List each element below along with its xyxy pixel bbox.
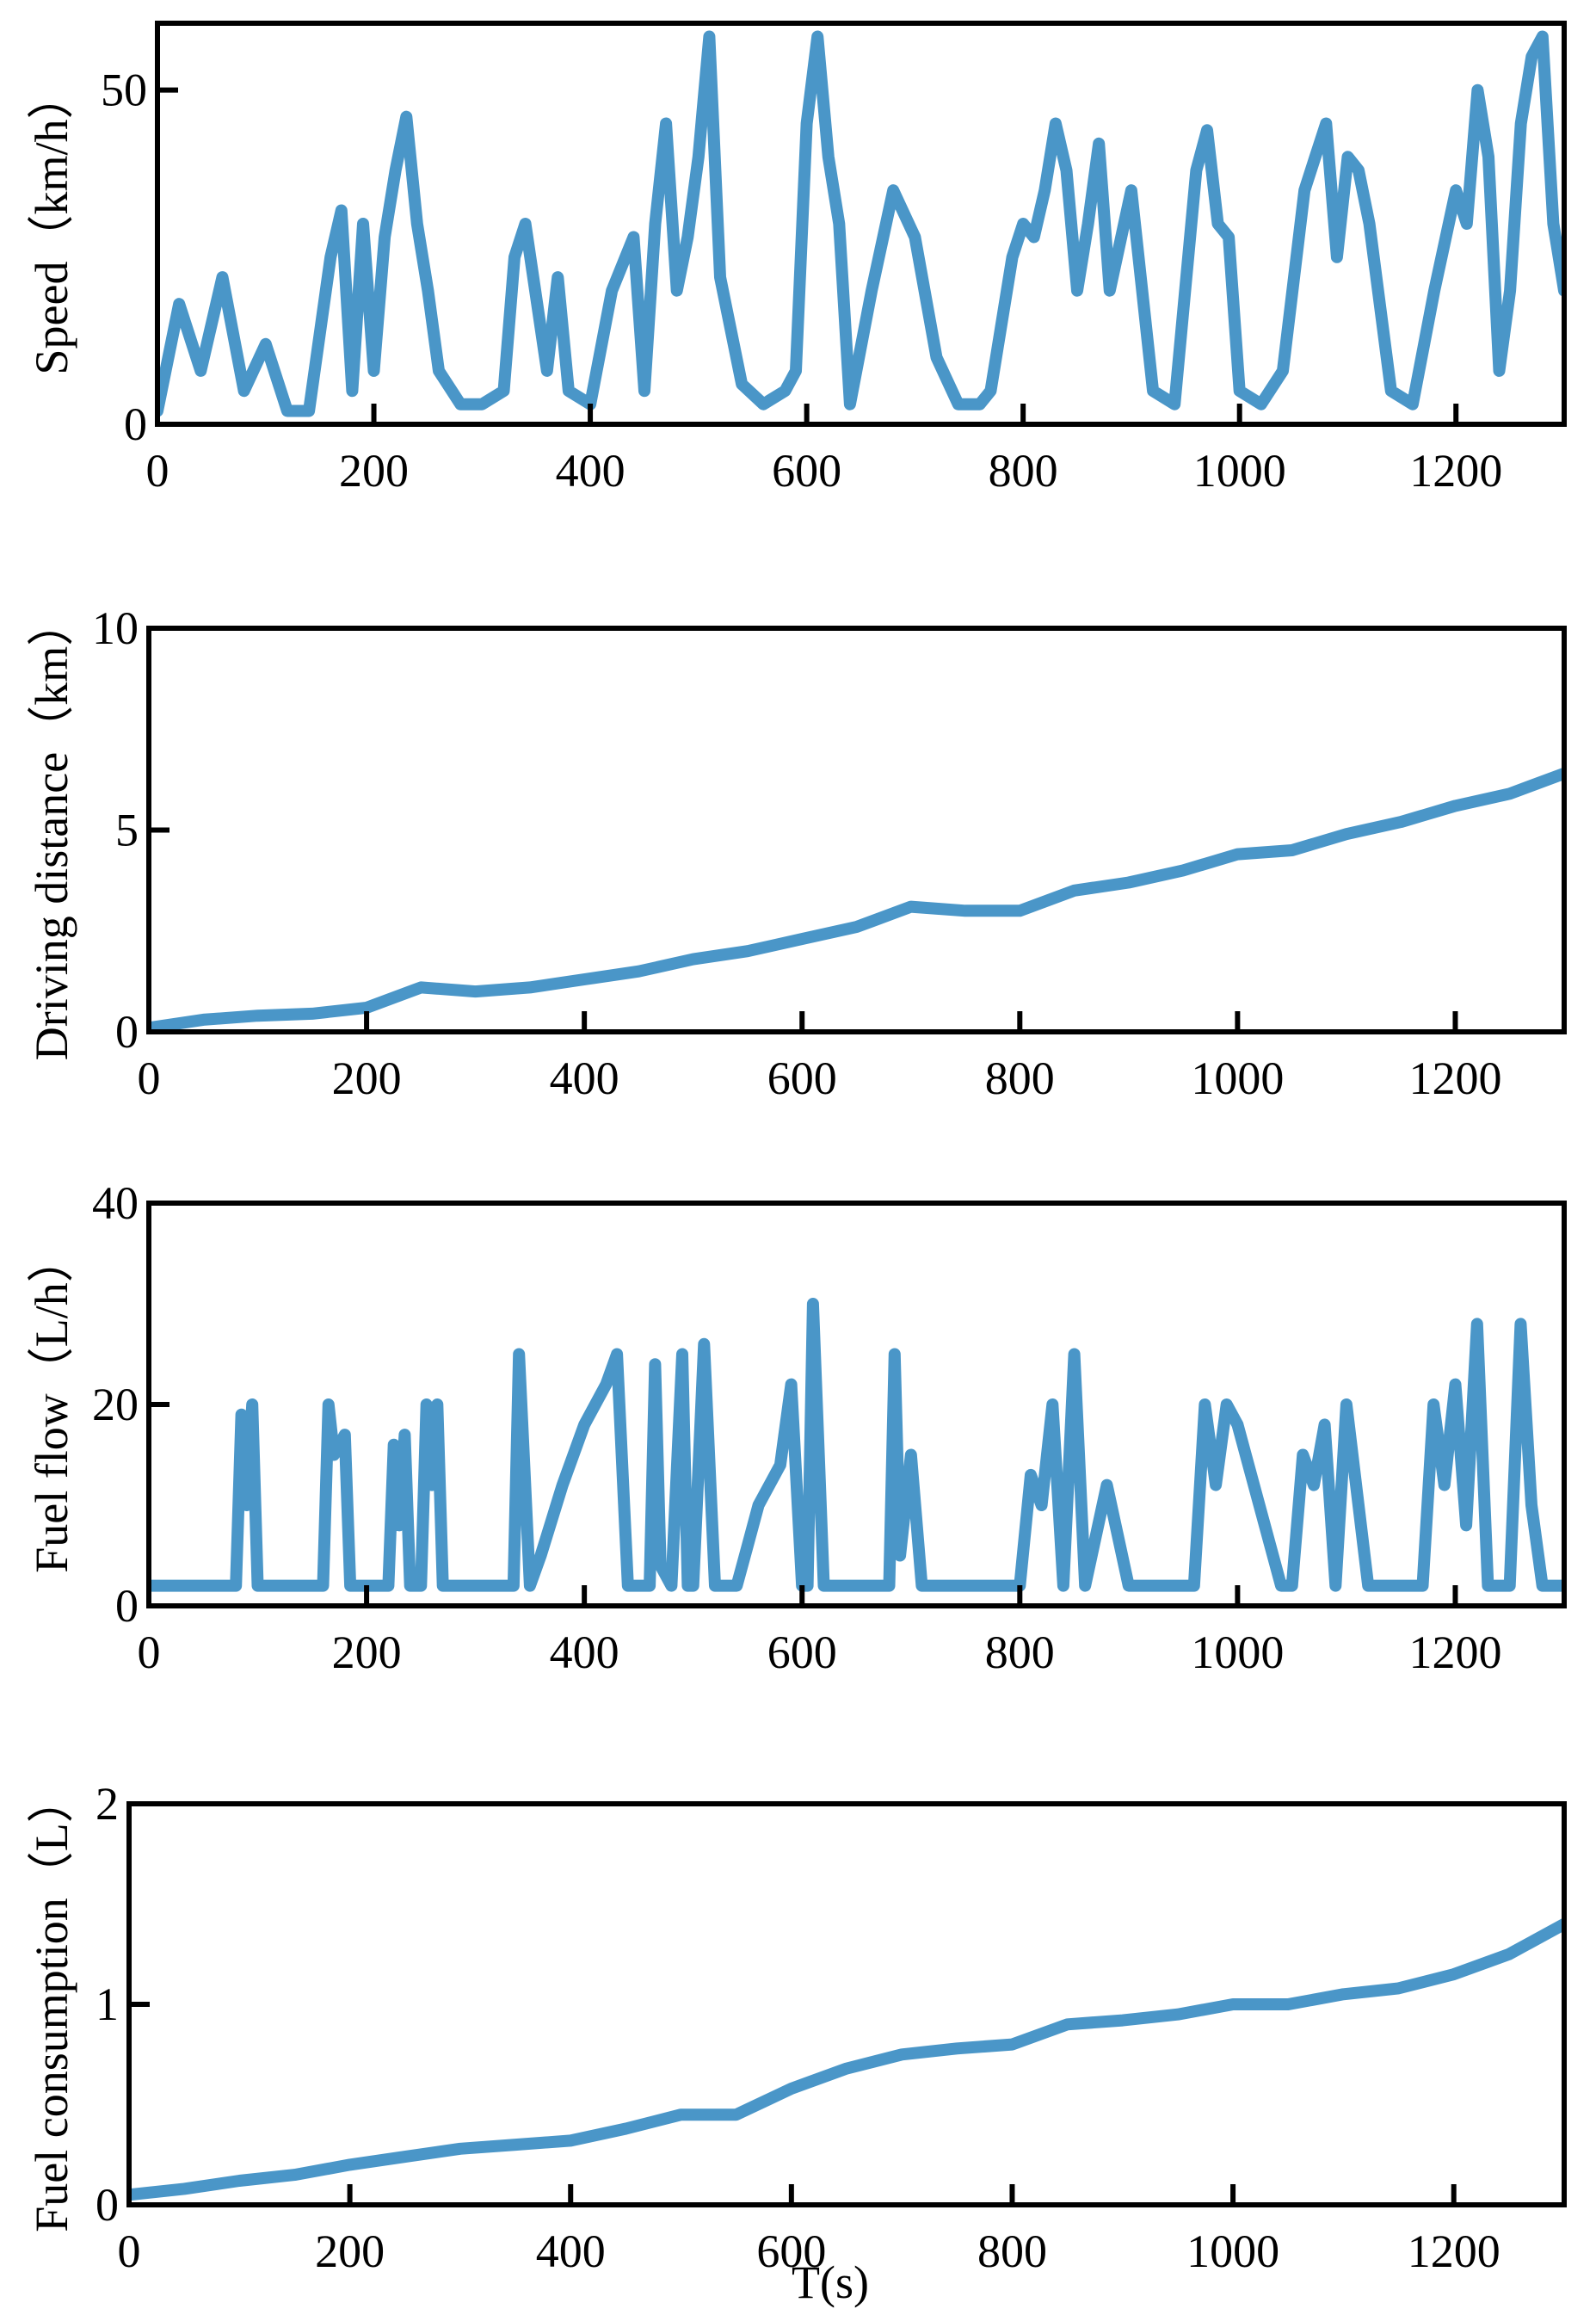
fuel-flow-y-tick-label: 20 [92,1379,139,1430]
fuel-flow-x-tick-label: 800 [985,1627,1055,1678]
fuel-consumption-x-tick-label: 1000 [1186,2225,1279,2277]
fuel-consumption-x-tick-label: 200 [315,2225,385,2277]
x-axis-title: T(s) [792,2256,869,2308]
fuel-flow-x-tick-label: 1000 [1191,1627,1284,1678]
driving-distance-x-tick-label: 0 [138,1053,161,1104]
speed-panel: 0 200 400 600 800 1000 1200 0 50 Speed（km/h） [26,21,1567,497]
fuel-flow-y-axis-title: Fuel flow（L/h） [26,1236,77,1572]
driving-distance-y-axis-title: Driving distance（km） [26,600,77,1060]
fuel-consumption-x-tick-label: 1200 [1408,2225,1500,2277]
fuel-consumption-y-tick-label: 0 [96,2179,119,2231]
fuel-consumption-x-tick-label: 600 [756,2225,826,2277]
fuel-consumption-x-tick-label: 400 [536,2225,606,2277]
speed-plot-frame [155,21,1567,427]
driving-distance-y-tick-label: 5 [115,805,139,856]
speed-y-axis-title: Speed（km/h） [26,73,77,375]
fuel-flow-series-line [149,1298,1564,1592]
fuel-flow-x-tick-label: 600 [767,1627,837,1678]
fuel-consumption-panel: 0 200 400 600 800 1000 1200 0 1 2 Fuel consumption… [26,1776,1567,2277]
fuel-consumption-plot-frame [126,1801,1567,2207]
driving-distance-x-tick-label: 400 [550,1053,619,1104]
fuel-consumption-series-line [129,1917,1564,2201]
speed-x-tick-label: 400 [556,445,625,497]
speed-x-tick-label: 0 [146,445,169,497]
driving-distance-x-tick-label: 1200 [1408,1053,1501,1104]
fuel-flow-x-tick-label: 400 [550,1627,619,1678]
speed-x-tick-label: 200 [339,445,409,497]
driving-distance-x-tick-label: 200 [332,1053,402,1104]
driving-distance-x-tick-label: 600 [767,1053,837,1104]
fuel-flow-x-tick-label: 200 [332,1627,402,1678]
driving-distance-series-line [149,767,1564,1032]
driving-distance-y-tick-label: 10 [92,602,139,654]
speed-y-tick-label: 0 [124,398,147,450]
speed-series-line [157,30,1564,417]
fuel-consumption-y-tick-label: 2 [96,1778,119,1830]
fuel-consumption-x-tick-label: 800 [977,2225,1047,2277]
speed-x-tick-label: 1200 [1409,445,1502,497]
speed-x-tick-label: 1000 [1193,445,1286,497]
fuel-flow-panel: 0 200 400 600 800 1000 1200 0 20 40 Fuel flow（L/h） [26,1177,1567,1678]
fuel-consumption-y-tick-label: 1 [96,1979,119,2030]
fuel-consumption-x-tick-label: 0 [118,2225,141,2277]
fuel-flow-x-tick-label: 0 [138,1627,161,1678]
driving-distance-panel: 0 200 400 600 800 1000 1200 0 5 10 Driving distanc… [26,600,1567,1104]
speed-x-tick-label: 800 [989,445,1058,497]
fuel-flow-y-tick-label: 0 [115,1580,139,1632]
speed-x-tick-label: 600 [772,445,841,497]
speed-y-tick-label: 50 [101,65,147,116]
driving-distance-x-tick-label: 800 [985,1053,1055,1104]
driving-distance-y-tick-label: 0 [115,1006,139,1058]
fuel-flow-x-tick-label: 1200 [1408,1627,1501,1678]
driving-distance-x-tick-label: 1000 [1191,1053,1284,1104]
fuel-flow-y-tick-label: 40 [92,1177,139,1229]
fuel-consumption-y-axis-title: Fuel consumption（L） [26,1776,77,2232]
